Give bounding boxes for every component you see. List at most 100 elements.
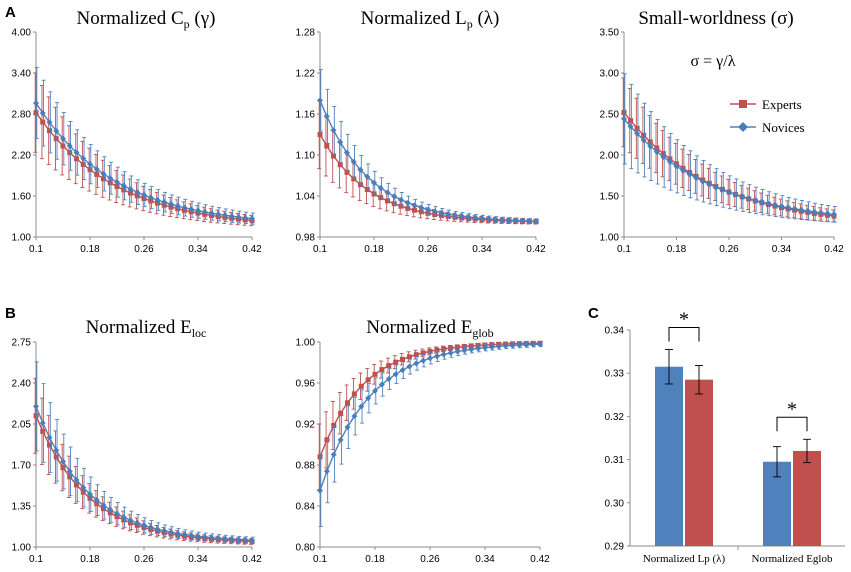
y-tick-label: 1.70 [12, 461, 32, 472]
x-tick-label: 0.26 [418, 244, 438, 255]
data-point [53, 127, 60, 134]
y-tick-label: 0.92 [296, 420, 316, 431]
data-point [141, 195, 147, 201]
chart-bar-comparison: 0.29 0.30 0.31 0.32 0.33 0.34 * Normalized Lp (… [605, 308, 845, 565]
data-point [46, 434, 53, 441]
data-point [719, 186, 726, 193]
data-point [80, 484, 87, 491]
data-point [372, 371, 378, 377]
data-point [475, 345, 482, 352]
significance-bracket [668, 326, 700, 342]
x-tick-label: 0.1 [29, 244, 43, 255]
data-point [80, 489, 86, 495]
y-tick-label: 0.30 [605, 498, 625, 509]
data-point [33, 100, 39, 107]
data-point [188, 206, 195, 213]
x-tick-label: 0.34 [475, 554, 495, 565]
data-point [495, 343, 502, 350]
data-point [378, 195, 384, 201]
y-tick-label: 1.00 [600, 233, 620, 244]
y-tick-label: 2.80 [12, 110, 32, 121]
data-point [438, 209, 445, 216]
data-point [73, 149, 80, 156]
significance-star: * [787, 398, 797, 420]
data-point [134, 193, 140, 199]
data-point [441, 346, 447, 352]
data-point [242, 214, 249, 221]
y-tick-label: 1.16 [296, 110, 316, 121]
data-point [317, 487, 323, 494]
data-point [502, 342, 509, 349]
data-point [798, 207, 805, 214]
data-point [317, 132, 323, 137]
data-point [66, 468, 73, 475]
data-point [215, 535, 222, 542]
data-point [434, 347, 440, 353]
y-tick-label: 0.88 [296, 461, 316, 472]
data-point [358, 403, 365, 410]
panel-label-a: A [5, 4, 16, 21]
data-point [391, 201, 397, 207]
data-point [427, 348, 433, 354]
data-point [365, 377, 371, 383]
y-tick-label: 0.96 [296, 379, 316, 390]
data-point [127, 517, 134, 524]
data-point [330, 127, 337, 134]
x-tick-label: 0.34 [188, 244, 208, 255]
data-point [537, 341, 543, 348]
data-point [379, 367, 385, 373]
data-point [641, 132, 647, 138]
data-point [228, 213, 235, 220]
chart-title: Small-worldness (σ) [638, 8, 793, 29]
y-tick-label: 0.33 [605, 369, 625, 380]
x-tick-label: 0.26 [420, 554, 440, 565]
data-point [447, 349, 454, 356]
title-subscript: p [184, 17, 190, 31]
chart-title: Normalized Eloc [86, 317, 207, 340]
data-point [492, 216, 499, 223]
data-point [640, 137, 647, 144]
y-tick-label: 2.05 [12, 420, 32, 431]
data-point [533, 218, 539, 225]
data-point [120, 514, 127, 521]
data-point [488, 343, 495, 350]
data-point [653, 148, 660, 155]
data-point [235, 214, 242, 221]
data-point [168, 201, 174, 208]
x-tick-label: 0.42 [530, 554, 550, 565]
series-experts [33, 377, 255, 545]
data-point [249, 215, 255, 222]
y-tick-label: 2.40 [12, 379, 32, 390]
data-point [621, 109, 627, 115]
data-point [147, 194, 154, 201]
data-point [181, 204, 188, 211]
y-tick-label: 1.50 [600, 192, 620, 203]
data-point [344, 169, 350, 175]
data-point [472, 214, 479, 221]
data-point [114, 179, 120, 186]
bar-novices [655, 366, 683, 546]
x-tick-label: 0.1 [617, 244, 631, 255]
data-point [831, 211, 837, 218]
title-main: Normalized L [361, 8, 467, 29]
y-tick-label: 1.28 [296, 28, 316, 39]
data-point [627, 123, 634, 130]
data-point [358, 383, 364, 389]
data-point [87, 495, 93, 501]
data-point [134, 189, 141, 196]
data-point [168, 529, 174, 536]
formula-sigma: σ = γ/λ [691, 53, 736, 70]
title-main: Small-worldness (σ) [638, 8, 793, 29]
data-point [758, 199, 765, 206]
y-tick-label: 1.00 [12, 543, 32, 554]
data-point [405, 205, 411, 211]
data-point [519, 217, 526, 224]
data-point [201, 208, 208, 215]
data-point [222, 212, 228, 219]
x-tick-label: 0.1 [313, 244, 327, 255]
y-tick-label: 0.31 [605, 455, 625, 466]
data-point [67, 474, 73, 480]
chart-small-worldness: Small-worldness (σ) 1.00 1.50 2.00 2.50 3.00 3… [600, 8, 845, 255]
data-point [208, 210, 215, 217]
series-experts [621, 77, 837, 223]
